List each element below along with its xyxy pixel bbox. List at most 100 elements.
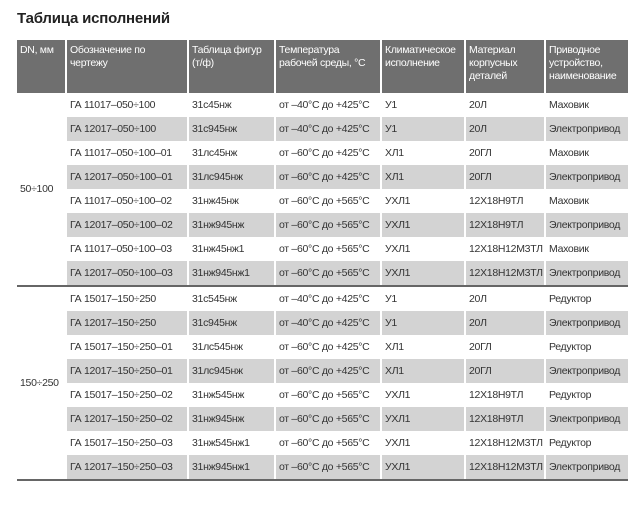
cell-designation: ГА 12017–050÷100–01	[65, 165, 188, 189]
header-row: DN, мм Обозначение по чертежу Таблица фигу…	[17, 40, 628, 93]
cell-climate: У1	[380, 93, 465, 117]
cell-material: 20ГЛ	[464, 165, 545, 189]
cell-designation: ГА 12017–150÷250–03	[65, 455, 188, 481]
cell-climate: УХЛ1	[380, 431, 465, 455]
cell-dn: 50÷100	[17, 93, 66, 287]
cell-climate: УХЛ1	[380, 237, 465, 261]
cell-material: 20ГЛ	[464, 141, 545, 165]
cell-temperature: от –60°С до +565°С	[274, 407, 381, 431]
cell-temperature: от –40°С до +425°С	[274, 311, 381, 335]
cell-material: 20Л	[464, 311, 545, 335]
cell-material: 12Х18Н9ТЛ	[464, 189, 545, 213]
cell-material: 12Х18Н12М3ТЛ	[464, 237, 545, 261]
cell-designation: ГА 12017–050÷100	[65, 117, 188, 141]
table-row: ГА 12017–150÷250–01 31лс945нж от –60°С до …	[17, 359, 628, 383]
cell-designation: ГА 12017–050÷100–02	[65, 213, 188, 237]
cell-figure: 31нж45нж1	[187, 237, 275, 261]
cell-drive: Маховик	[544, 93, 628, 117]
cell-figure: 31лс945нж	[187, 165, 275, 189]
cell-designation: ГА 12017–150÷250–01	[65, 359, 188, 383]
cell-climate: ХЛ1	[380, 335, 465, 359]
cell-drive: Редуктор	[544, 286, 628, 311]
cell-designation: ГА 12017–150÷250	[65, 311, 188, 335]
cell-material: 20Л	[464, 93, 545, 117]
cell-figure: 31лс945нж	[187, 359, 275, 383]
cell-dn: 150÷250	[17, 286, 66, 481]
cell-figure: 31с945нж	[187, 117, 275, 141]
cell-climate: УХЛ1	[380, 407, 465, 431]
cell-drive: Маховик	[544, 189, 628, 213]
cell-drive: Маховик	[544, 141, 628, 165]
cell-figure: 31лс45нж	[187, 141, 275, 165]
header-figure: Таблица фигур (т/ф)	[187, 40, 275, 93]
cell-climate: УХЛ1	[380, 261, 465, 287]
table-row: ГА 12017–050÷100–03 31нж945нж1 от –60°С до…	[17, 261, 628, 287]
cell-figure: 31лс545нж	[187, 335, 275, 359]
table-row: ГА 12017–050÷100 31с945нж от –40°С до +425…	[17, 117, 628, 141]
table-row: ГА 15017–150÷250–02 31нж545нж от –60°С до …	[17, 383, 628, 407]
header-dn: DN, мм	[17, 40, 66, 93]
cell-material: 12Х18Н9ТЛ	[464, 383, 545, 407]
cell-temperature: от –40°С до +425°С	[274, 286, 381, 311]
cell-figure: 31нж545нж	[187, 383, 275, 407]
cell-drive: Электропривод	[544, 311, 628, 335]
cell-climate: У1	[380, 311, 465, 335]
cell-temperature: от –60°С до +565°С	[274, 431, 381, 455]
table-row: ГА 11017–050÷100–02 31нж45нж от –60°С до +…	[17, 189, 628, 213]
cell-designation: ГА 12017–050÷100–03	[65, 261, 188, 287]
cell-material: 20Л	[464, 286, 545, 311]
header-drive: Приводное устройство, наименование	[544, 40, 628, 93]
versions-table: DN, мм Обозначение по чертежу Таблица фигу…	[17, 40, 628, 481]
cell-figure: 31нж945нж	[187, 407, 275, 431]
header-temperature: Температура рабочей среды, °С	[274, 40, 381, 93]
page-title: Таблица исполнений	[17, 10, 170, 27]
cell-temperature: от –40°С до +425°С	[274, 93, 381, 117]
cell-figure: 31с945нж	[187, 311, 275, 335]
cell-temperature: от –60°С до +565°С	[274, 455, 381, 481]
cell-temperature: от –60°С до +425°С	[274, 141, 381, 165]
cell-designation: ГА 15017–150÷250–02	[65, 383, 188, 407]
header-climate: Климатическое исполнение	[380, 40, 465, 93]
table-row: ГА 12017–050÷100–02 31нж945нж от –60°С до …	[17, 213, 628, 237]
table-row: ГА 15017–150÷250–01 31лс545нж от –60°С до …	[17, 335, 628, 359]
cell-drive: Маховик	[544, 237, 628, 261]
cell-designation: ГА 11017–050÷100	[65, 93, 188, 117]
cell-material: 12Х18Н12М3ТЛ	[464, 431, 545, 455]
cell-material: 12Х18Н9ТЛ	[464, 407, 545, 431]
cell-climate: ХЛ1	[380, 165, 465, 189]
cell-designation: ГА 11017–050÷100–01	[65, 141, 188, 165]
cell-drive: Электропривод	[544, 117, 628, 141]
cell-climate: УХЛ1	[380, 383, 465, 407]
cell-figure: 31с45нж	[187, 93, 275, 117]
cell-temperature: от –60°С до +565°С	[274, 261, 381, 287]
table-row: ГА 12017–150÷250–02 31нж945нж от –60°С до …	[17, 407, 628, 431]
cell-designation: ГА 11017–050÷100–02	[65, 189, 188, 213]
cell-figure: 31нж945нж1	[187, 455, 275, 481]
cell-temperature: от –60°С до +425°С	[274, 335, 381, 359]
table-row: ГА 11017–050÷100–03 31нж45нж1 от –60°С до …	[17, 237, 628, 261]
cell-material: 20ГЛ	[464, 335, 545, 359]
cell-figure: 31нж945нж1	[187, 261, 275, 287]
table-row: 50÷100 ГА 11017–050÷100 31с45нж от –40°С до…	[17, 93, 628, 287]
cell-temperature: от –60°С до +565°С	[274, 383, 381, 407]
table-row: ГА 12017–150÷250–03 31нж945нж1 от –60°С до…	[17, 455, 628, 481]
cell-climate: УХЛ1	[380, 213, 465, 237]
cell-temperature: от –60°С до +565°С	[274, 189, 381, 213]
header-material: Материал корпусных деталей	[464, 40, 545, 93]
cell-material: 12Х18Н9ТЛ	[464, 213, 545, 237]
cell-temperature: от –60°С до +565°С	[274, 213, 381, 237]
cell-drive: Редуктор	[544, 431, 628, 455]
cell-drive: Электропривод	[544, 455, 628, 481]
cell-material: 20Л	[464, 117, 545, 141]
cell-climate: УХЛ1	[380, 455, 465, 481]
cell-temperature: от –60°С до +425°С	[274, 359, 381, 383]
table-row: ГА 12017–050÷100–01 31лс945нж от –60°С до …	[17, 165, 628, 189]
cell-material: 20ГЛ	[464, 359, 545, 383]
cell-climate: У1	[380, 117, 465, 141]
cell-drive: Электропривод	[544, 407, 628, 431]
cell-temperature: от –60°С до +425°С	[274, 165, 381, 189]
cell-climate: У1	[380, 286, 465, 311]
cell-material: 12Х18Н12М3ТЛ	[464, 455, 545, 481]
cell-designation: ГА 15017–150÷250–03	[65, 431, 188, 455]
cell-drive: Редуктор	[544, 335, 628, 359]
